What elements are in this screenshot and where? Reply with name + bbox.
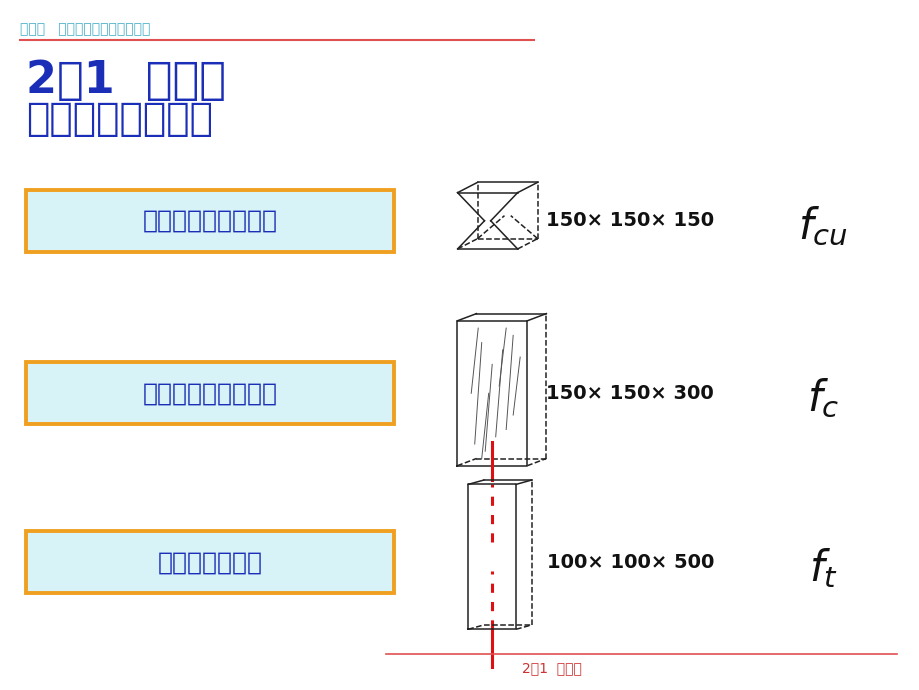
FancyBboxPatch shape bbox=[26, 190, 393, 252]
Text: 150× 150× 150: 150× 150× 150 bbox=[546, 211, 713, 230]
Text: 2．1  混凝土: 2．1 混凝土 bbox=[26, 59, 225, 101]
Text: 2．1  混凝土: 2．1 混凝土 bbox=[521, 661, 582, 675]
Text: 混凝土抗拉强度: 混凝土抗拉强度 bbox=[157, 551, 262, 574]
Text: $f_c$: $f_c$ bbox=[806, 377, 839, 420]
FancyBboxPatch shape bbox=[26, 531, 393, 593]
Text: $f_{cu}$: $f_{cu}$ bbox=[798, 205, 847, 248]
Text: 一、混凝土的强度: 一、混凝土的强度 bbox=[26, 100, 212, 138]
Text: 混凝土轴心抗压强度: 混凝土轴心抗压强度 bbox=[142, 382, 277, 405]
Text: 第二章   钢筋和混凝土的材料性能: 第二章 钢筋和混凝土的材料性能 bbox=[20, 22, 151, 36]
Text: 混凝土立方抗压强度: 混凝土立方抗压强度 bbox=[142, 209, 277, 233]
FancyBboxPatch shape bbox=[26, 362, 393, 424]
Text: $f_t$: $f_t$ bbox=[808, 546, 837, 590]
Text: 100× 100× 500: 100× 100× 500 bbox=[546, 553, 713, 572]
Text: 150× 150× 300: 150× 150× 300 bbox=[546, 384, 713, 403]
